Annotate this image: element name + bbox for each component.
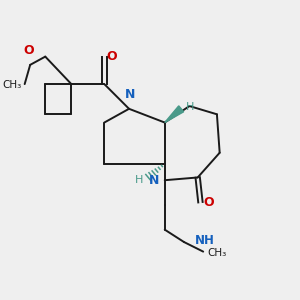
Text: O: O: [203, 196, 214, 209]
Text: CH₃: CH₃: [2, 80, 21, 91]
Text: N: N: [125, 88, 136, 100]
Text: O: O: [23, 44, 34, 57]
Text: H: H: [186, 102, 194, 112]
Polygon shape: [165, 106, 184, 122]
Text: CH₃: CH₃: [207, 248, 226, 258]
Text: NH: NH: [194, 234, 214, 247]
Text: N: N: [149, 174, 160, 187]
Text: O: O: [107, 50, 117, 63]
Text: H: H: [135, 175, 143, 185]
